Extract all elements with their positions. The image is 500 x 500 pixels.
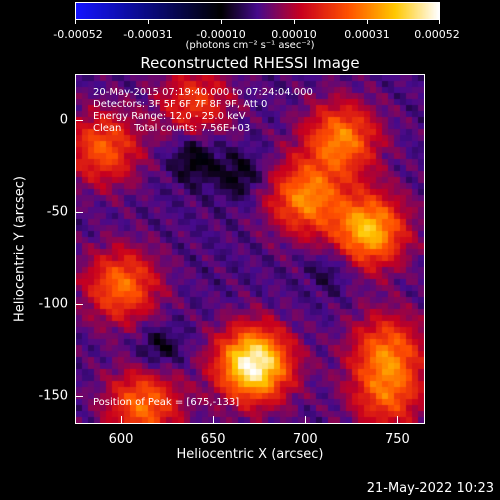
colorbar-tick-label: 0.00010	[271, 28, 317, 41]
x-tick-mark	[213, 416, 215, 423]
colorbar-tick-mark	[221, 19, 222, 24]
x-tick-mark	[121, 416, 123, 423]
y-tick-mark	[76, 396, 83, 398]
colorbar-tick-mark	[439, 19, 440, 24]
colorbar-tick-label: -0.00052	[53, 28, 103, 41]
colorbar	[75, 2, 440, 20]
y-tick-label: -50	[46, 204, 68, 220]
y-tick-label: -100	[38, 296, 68, 312]
x-tick-label: 600	[108, 432, 134, 447]
colorbar-tick-mark	[75, 19, 76, 24]
colorbar-tick-mark	[367, 19, 368, 24]
info-time-range: 20-May-2015 07:19:40.000 to 07:24:04.000	[93, 87, 313, 98]
x-tick-label: 650	[200, 432, 226, 447]
timestamp: 21-May-2022 10:23	[366, 481, 494, 496]
plot-area: 20-May-2015 07:19:40.000 to 07:24:04.000…	[75, 74, 425, 424]
colorbar-units: (photons cm⁻² s⁻¹ asec⁻²)	[185, 40, 315, 51]
info-clean-counts: Clean Total counts: 7.56E+03	[93, 123, 251, 134]
colorbar-tick-mark	[148, 19, 149, 24]
chart-title: Reconstructed RHESSI Image	[140, 54, 360, 72]
x-tick-label: 750	[384, 432, 410, 447]
colorbar-tick-label: -0.00031	[123, 28, 173, 41]
x-axis-label: Heliocentric X (arcsec)	[176, 447, 324, 462]
x-tick-mark	[305, 416, 307, 423]
info-energy-range: Energy Range: 12.0 - 25.0 keV	[93, 111, 246, 122]
x-tick-label: 700	[292, 432, 318, 447]
peak-position-label: Position of Peak = [675,-133]	[93, 397, 240, 408]
colorbar-tick-mark	[294, 19, 295, 24]
y-tick-mark	[76, 304, 83, 306]
colorbar-tick-label: -0.00010	[196, 28, 246, 41]
x-tick-mark	[397, 416, 399, 423]
y-axis-label: Heliocentric Y (arcsec)	[12, 176, 28, 322]
heatmap-image	[76, 75, 424, 423]
colorbar-tick-label: 0.00031	[344, 28, 390, 41]
y-tick-mark	[76, 120, 83, 122]
y-tick-label: 0	[59, 112, 68, 128]
colorbar-tick-label: 0.00052	[414, 28, 460, 41]
y-tick-mark	[76, 212, 83, 214]
info-detectors: Detectors: 3F 5F 6F 7F 8F 9F, Att 0	[93, 99, 268, 110]
y-tick-label: -150	[38, 388, 68, 404]
